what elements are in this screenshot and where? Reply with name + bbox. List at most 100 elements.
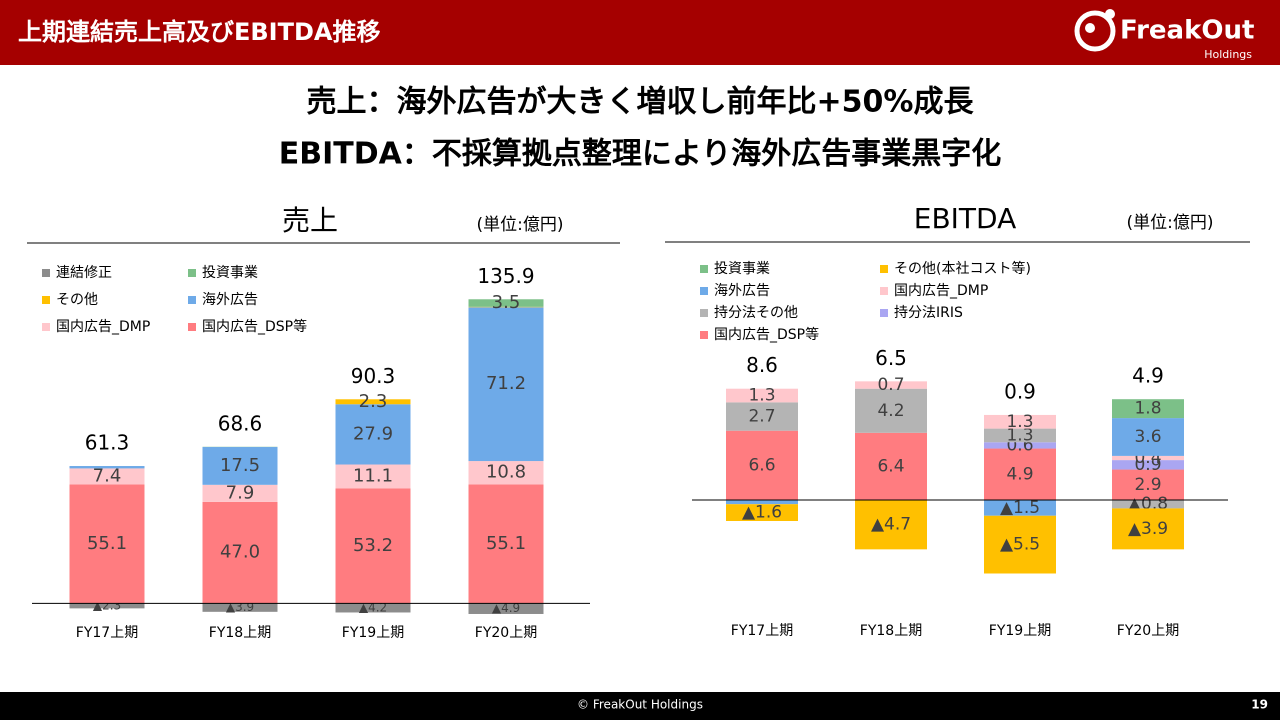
data-label: 1.3 xyxy=(748,386,775,406)
bar-segment xyxy=(69,484,145,604)
bar-segment xyxy=(1112,508,1184,550)
bar-segment xyxy=(335,399,411,405)
legend-swatch xyxy=(188,269,196,277)
chart-title: 売上 xyxy=(282,204,338,237)
data-label: 1.3 xyxy=(1006,412,1033,432)
legend-label: 投資事業 xyxy=(202,265,258,281)
unit-label: (単位:億円) xyxy=(477,215,564,235)
total-label: 61.3 xyxy=(85,431,130,455)
legend-swatch xyxy=(880,287,888,295)
x-tick-label: FY20上期 xyxy=(1117,623,1179,639)
total-label: 135.9 xyxy=(477,264,534,288)
bar-segment xyxy=(855,432,927,500)
legend-label: 投資事業 xyxy=(714,261,770,277)
data-label: 55.1 xyxy=(486,533,526,554)
data-label: 27.9 xyxy=(353,423,393,444)
bar-segment xyxy=(984,428,1056,443)
bar-segment xyxy=(202,603,278,612)
bar-segment xyxy=(855,381,927,389)
bar-segment xyxy=(69,466,145,469)
legend-swatch xyxy=(188,323,196,331)
header-title: 上期連結売上高及びEBITDA推移 xyxy=(18,18,380,46)
data-label: ▲5.5 xyxy=(1000,535,1040,555)
data-label: 2.7 xyxy=(748,407,775,427)
bar-segment xyxy=(984,500,1056,516)
logo-sub: Holdings xyxy=(1204,48,1252,61)
bar-segment xyxy=(1112,469,1184,500)
bar-segment xyxy=(69,603,145,609)
x-tick-label: FY17上期 xyxy=(76,625,138,641)
legend-swatch xyxy=(880,309,888,317)
bar-segment xyxy=(726,504,798,521)
legend-swatch xyxy=(188,296,196,304)
bar-segment xyxy=(335,464,411,489)
legend-swatch xyxy=(700,287,708,295)
data-label: 47.0 xyxy=(220,542,260,563)
legend-swatch xyxy=(700,309,708,317)
bar-segment xyxy=(726,402,798,431)
bar-segment xyxy=(855,500,927,550)
footer-bar xyxy=(0,692,1280,720)
legend-swatch xyxy=(42,323,50,331)
bar-segment xyxy=(69,468,145,485)
data-label: ▲4.9 xyxy=(492,601,520,615)
data-label: 0.7 xyxy=(877,375,904,395)
data-label: 1.3 xyxy=(1006,425,1033,445)
legend-label: 国内広告_DMP xyxy=(894,283,988,299)
legend-label: 国内広告_DSP等 xyxy=(714,326,819,343)
data-label: ▲4.7 xyxy=(871,515,911,535)
bar-segment xyxy=(468,299,544,307)
x-tick-label: FY19上期 xyxy=(989,623,1051,639)
total-label: 0.9 xyxy=(1004,379,1036,403)
data-label: 1.8 xyxy=(1134,399,1161,419)
page-number: 19 xyxy=(1251,698,1268,712)
data-label: 3.5 xyxy=(492,292,521,313)
total-label: 90.3 xyxy=(351,364,396,388)
bar-segment xyxy=(468,307,544,462)
data-label: 6.6 xyxy=(748,455,775,475)
headline: EBITDA：不採算拠点整理により海外広告事業黒字化 xyxy=(279,137,1002,172)
bar-segment xyxy=(468,461,544,485)
bar-segment xyxy=(202,484,278,502)
bar-segment xyxy=(984,442,1056,449)
data-label: 10.8 xyxy=(486,462,526,483)
x-tick-label: FY19上期 xyxy=(342,625,404,641)
data-label: 17.5 xyxy=(220,455,260,476)
bar-segment xyxy=(335,404,411,465)
legend-label: 海外広告 xyxy=(714,283,770,299)
bar-segment xyxy=(202,447,278,485)
bar-segment xyxy=(1112,418,1184,456)
chart-title: EBITDA xyxy=(914,202,1016,235)
total-label: 68.6 xyxy=(218,411,263,435)
bar-segment xyxy=(335,603,411,613)
data-label: 53.2 xyxy=(353,535,393,556)
legend-label: 持分法IRIS xyxy=(894,305,963,321)
x-tick-label: FY18上期 xyxy=(860,623,922,639)
x-tick-label: FY20上期 xyxy=(475,625,537,641)
x-tick-label: FY18上期 xyxy=(209,625,271,641)
bar-segment xyxy=(1112,399,1184,419)
data-label: 2.9 xyxy=(1134,475,1161,495)
data-label: ▲1.5 xyxy=(1000,498,1040,518)
bar-segment xyxy=(984,515,1056,574)
legend-label: 海外広告 xyxy=(202,292,258,308)
data-label: 7.4 xyxy=(93,465,122,486)
total-label: 4.9 xyxy=(1132,364,1164,388)
data-label: 4.9 xyxy=(1006,464,1033,484)
bar-segment xyxy=(202,501,278,604)
legend-label: 国内広告_DMP xyxy=(56,319,150,335)
bar-segment xyxy=(468,484,544,604)
legend-label: 国内広告_DSP等 xyxy=(202,318,307,335)
bar-segment xyxy=(726,430,798,500)
bar-segment xyxy=(1112,455,1184,461)
data-label: 4.2 xyxy=(877,401,904,421)
legend-swatch xyxy=(880,265,888,273)
logo-icon xyxy=(1074,9,1116,52)
legend-swatch xyxy=(700,265,708,273)
bar-segment xyxy=(726,500,798,505)
data-label: ▲3.9 xyxy=(1128,519,1168,539)
bar-segment xyxy=(855,388,927,433)
headline: 売上：海外広告が大きく増収し前年比+50%成長 xyxy=(307,85,975,120)
copyright: © FreakOut Holdings xyxy=(577,698,703,712)
